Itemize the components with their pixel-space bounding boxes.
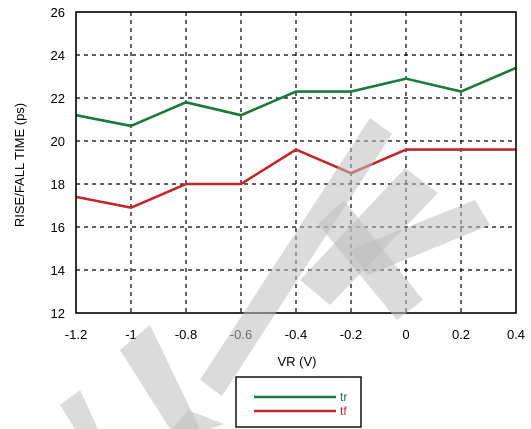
x-tick-label: -1.2: [65, 327, 87, 342]
y-axis-label: RISE/FALL TIME (ps): [12, 103, 27, 227]
legend-box: [235, 376, 362, 428]
legend-label-tr: tr: [340, 390, 347, 404]
x-tick-label: -1: [125, 327, 137, 342]
plot-frame: [75, 11, 517, 314]
y-tick-label: 22: [51, 91, 65, 106]
y-tick-label: 12: [51, 306, 65, 321]
watermark-stroke: [200, 118, 392, 396]
y-tick-label: 18: [51, 177, 65, 192]
watermark-stroke: [120, 325, 200, 429]
y-tick-label: 20: [51, 134, 65, 149]
x-tick-label: 0.4: [507, 327, 525, 342]
y-tick-label: 24: [51, 48, 65, 63]
x-tick-label: -0.8: [175, 327, 197, 342]
y-tick-label: 14: [51, 263, 65, 278]
x-axis-label: VR (V): [278, 354, 317, 369]
legend-label-tf: tf: [340, 404, 347, 418]
x-tick-label: -0.2: [340, 327, 362, 342]
x-tick-label: -0.4: [285, 327, 307, 342]
legend: tr tf: [235, 376, 362, 428]
x-tick-label: 0: [402, 327, 409, 342]
series-line-tr: [75, 66, 517, 128]
series-layer: [75, 66, 517, 210]
watermark-stroke: [60, 390, 98, 429]
watermark: [60, 118, 490, 429]
series-line-tf: [75, 148, 516, 210]
y-axis-ticks: 12 14 16 18 20 22 24 26: [51, 5, 65, 321]
watermark-stroke: [318, 200, 423, 320]
y-tick-label: 16: [51, 220, 65, 235]
y-tick-label: 26: [51, 5, 65, 20]
x-tick-label: 0.2: [452, 327, 470, 342]
